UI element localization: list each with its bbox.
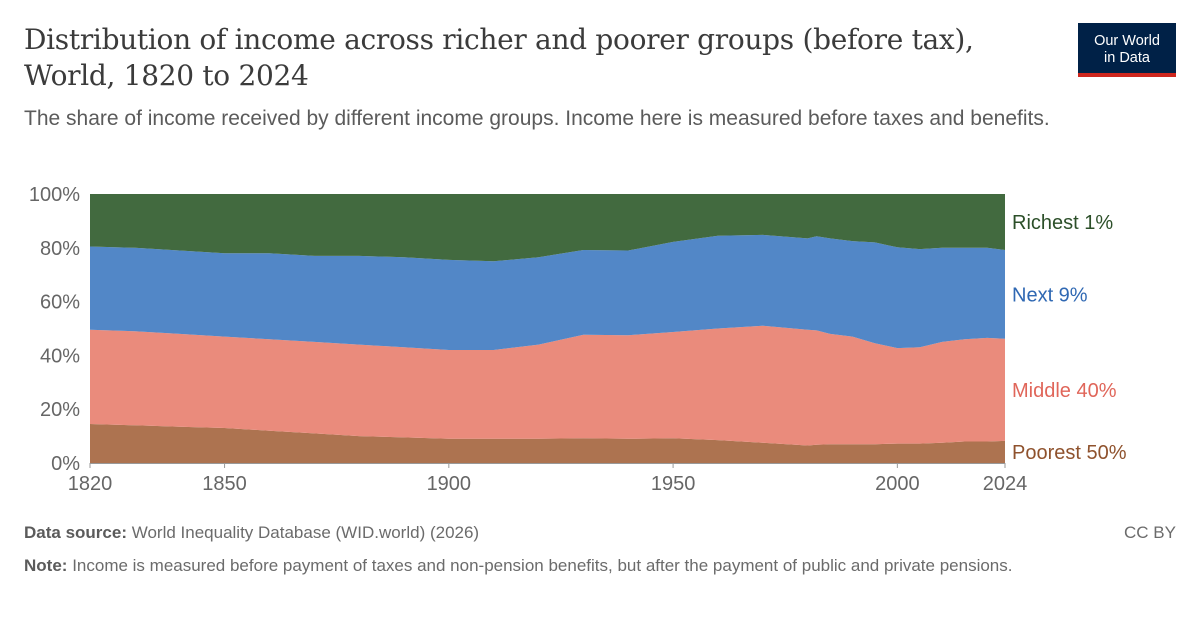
x-tick-label: 2024 bbox=[983, 473, 1028, 495]
source-text[interactable]: World Inequality Database (WID.world) (2… bbox=[131, 523, 480, 542]
area-middle-40[interactable] bbox=[90, 325, 1005, 446]
x-tick-label: 1820 bbox=[68, 473, 113, 495]
y-tick-label: 0% bbox=[51, 453, 80, 475]
owid-logo[interactable]: Our World in Data bbox=[1078, 23, 1176, 77]
source-label: Data source: bbox=[24, 523, 127, 542]
x-tick-label: 1850 bbox=[202, 473, 247, 495]
logo-line-2: in Data bbox=[1104, 50, 1150, 66]
y-tick-label: 80% bbox=[40, 238, 80, 260]
note-text: Income is measured before payment of tax… bbox=[72, 556, 1013, 575]
stacked-area-chart: Poorest 50% Middle 40% Next 9% Richest 1% 0%… bbox=[29, 184, 1127, 495]
data-source: Data source: World Inequality Database (… bbox=[24, 521, 1174, 545]
x-tick-label: 1950 bbox=[651, 473, 696, 495]
x-tick-label: 2000 bbox=[875, 473, 920, 495]
legend-label-richest-1[interactable]: Richest 1% bbox=[1012, 212, 1113, 234]
legend-label-next-9[interactable]: Next 9% bbox=[1012, 284, 1088, 306]
legend-label-poorest-50[interactable]: Poorest 50% bbox=[1012, 442, 1127, 464]
area-poorest-50[interactable] bbox=[90, 424, 1005, 463]
area-next-9[interactable] bbox=[90, 234, 1005, 350]
chart-title: Distribution of income across richer and… bbox=[24, 23, 974, 92]
note-label: Note: bbox=[24, 556, 68, 575]
logo-line-1: Our World bbox=[1094, 33, 1160, 49]
y-tick-label: 60% bbox=[40, 292, 80, 314]
area-richest-1[interactable] bbox=[90, 194, 1005, 262]
chart-subtitle: The share of income received by differen… bbox=[24, 107, 1050, 130]
y-tick-label: 20% bbox=[40, 399, 80, 421]
x-tick-label: 1900 bbox=[427, 473, 472, 495]
note: Note: Income is measured before payment … bbox=[24, 554, 1144, 578]
y-tick-label: 100% bbox=[29, 184, 80, 206]
legend-label-middle-40[interactable]: Middle 40% bbox=[1012, 380, 1117, 402]
y-tick-label: 40% bbox=[40, 345, 80, 367]
license-link[interactable]: CC BY bbox=[1124, 523, 1176, 542]
